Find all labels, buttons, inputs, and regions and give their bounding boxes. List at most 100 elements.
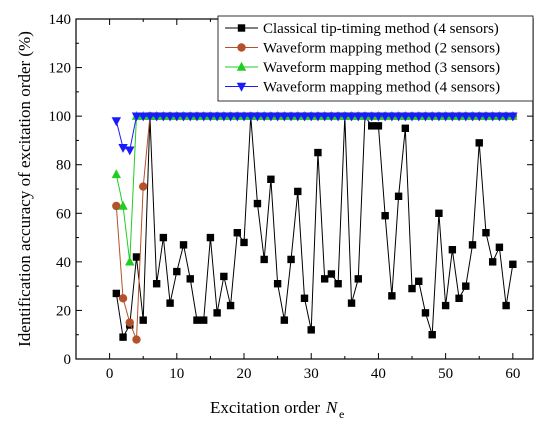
data-point	[380, 112, 390, 122]
legend-marker	[236, 82, 247, 92]
data-point	[111, 169, 122, 179]
legend-label: Waveform mapping method (4 sensors)	[263, 80, 500, 96]
x-tick-label: 20	[237, 366, 252, 382]
x-tick-label: 10	[169, 366, 184, 382]
data-point	[461, 112, 471, 122]
data-point	[482, 229, 490, 237]
data-point	[415, 277, 423, 285]
data-point	[232, 112, 242, 122]
data-point	[240, 238, 248, 247]
data-point	[488, 258, 497, 266]
legend-item: Waveform mapping method (4 sensors)	[225, 80, 500, 96]
data-point	[198, 112, 209, 122]
data-point	[173, 267, 181, 276]
data-point	[400, 112, 411, 122]
legend-marker	[236, 61, 247, 71]
data-point	[508, 112, 518, 122]
data-point	[481, 112, 491, 122]
data-point	[125, 256, 135, 266]
legend-item: Waveform mapping method (3 sensors)	[225, 60, 500, 76]
data-point	[494, 112, 505, 122]
data-point	[206, 233, 215, 242]
data-point	[119, 333, 127, 341]
data-point	[435, 209, 443, 217]
x-tick-label: 0	[106, 366, 114, 382]
data-point	[158, 112, 169, 122]
data-point	[186, 275, 194, 283]
data-point	[118, 200, 128, 210]
data-point	[467, 112, 478, 122]
data-point	[388, 292, 396, 300]
data-point	[454, 112, 464, 122]
data-point	[118, 144, 128, 153]
data-point	[225, 112, 236, 122]
data-point	[253, 199, 262, 208]
data-point	[259, 112, 269, 122]
legend-marker	[237, 43, 246, 52]
data-point	[420, 112, 431, 122]
series-layer	[111, 110, 518, 344]
data-point	[267, 175, 275, 183]
series-1	[112, 112, 517, 341]
data-point	[205, 112, 216, 122]
data-point	[125, 318, 134, 327]
legend: Classical tip-timing method (4 sensors) W…	[217, 15, 534, 102]
legend-marker	[237, 24, 246, 32]
x-axis-title: Excitation order	[210, 398, 320, 417]
data-point	[346, 112, 357, 122]
data-point	[368, 122, 376, 130]
legend-item: Waveform mapping method (2 sensors)	[225, 41, 500, 57]
data-point	[367, 112, 377, 122]
data-point	[239, 112, 249, 122]
data-point	[509, 260, 517, 268]
data-point	[220, 272, 228, 281]
data-point	[219, 112, 229, 122]
data-point	[139, 182, 148, 191]
x-tick-labels: 0 10 20 30 40 50 60	[106, 366, 520, 382]
data-point	[434, 112, 444, 122]
legend-label: Classical tip-timing method (4 sensors)	[263, 21, 499, 37]
data-point	[354, 275, 362, 283]
x-tick-label: 50	[438, 366, 453, 382]
data-point	[360, 112, 370, 122]
data-point	[475, 139, 483, 147]
data-point	[487, 112, 498, 122]
series-4	[111, 112, 518, 156]
data-point	[447, 112, 458, 122]
data-point	[401, 124, 410, 132]
data-point	[381, 212, 389, 220]
data-point	[112, 201, 121, 211]
data-point	[334, 280, 342, 288]
data-point	[165, 112, 175, 122]
data-point	[166, 299, 174, 307]
y-tick-label: 140	[49, 12, 72, 28]
data-point	[159, 233, 168, 242]
data-point	[192, 112, 202, 122]
data-point	[139, 316, 147, 324]
legend-box	[217, 15, 534, 102]
data-point	[374, 122, 383, 130]
data-point	[333, 112, 343, 122]
data-point	[387, 112, 397, 122]
data-point	[394, 192, 403, 200]
data-point	[152, 280, 161, 288]
data-point	[428, 331, 436, 339]
data-point	[455, 294, 463, 302]
data-point	[111, 117, 122, 127]
y-tick-label: 60	[56, 206, 71, 222]
data-point	[327, 270, 336, 278]
data-point	[199, 316, 208, 324]
data-point	[132, 253, 141, 261]
y-tick-label: 40	[56, 255, 71, 271]
data-point	[172, 112, 182, 122]
data-point	[179, 241, 188, 249]
data-point	[414, 112, 424, 122]
data-point	[131, 112, 142, 122]
data-point	[299, 112, 310, 122]
data-point	[193, 316, 201, 324]
x-axis-symbol: N	[325, 398, 339, 417]
series-line	[115, 115, 513, 151]
data-point	[280, 316, 289, 324]
